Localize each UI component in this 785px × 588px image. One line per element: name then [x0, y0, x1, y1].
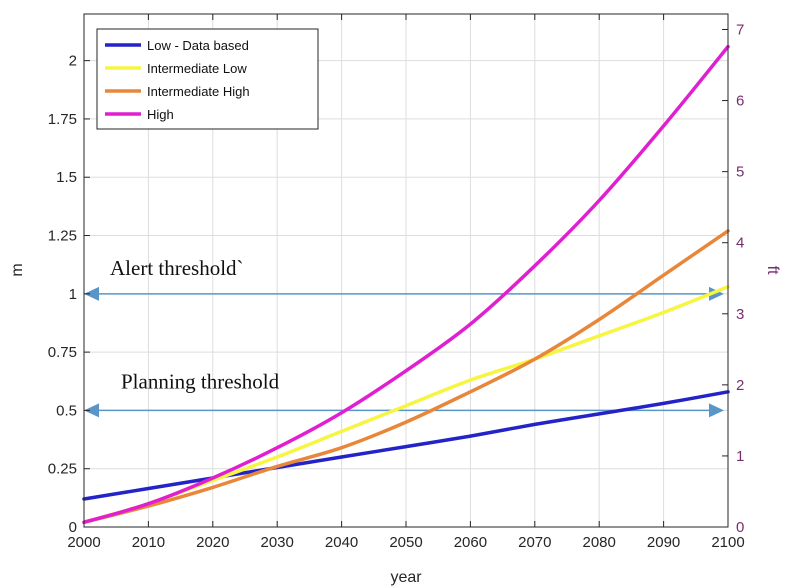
- legend: Low - Data based Intermediate Low Intermed…: [96, 28, 319, 130]
- x-tick-label: 2070: [518, 534, 551, 551]
- threshold-label: Alert threshold`: [110, 256, 244, 280]
- y-tick-label: 0.5: [56, 402, 77, 419]
- y-tick-label: 1.75: [48, 111, 77, 128]
- y-tick-label-right: 3: [736, 306, 744, 323]
- x-tick-label: 2040: [325, 534, 358, 551]
- x-tick-label: 2030: [261, 534, 294, 551]
- series-line-intermediate-high: [82, 229, 730, 525]
- y-tick-label-right: 7: [736, 21, 744, 38]
- y-tick-label-right: 2: [736, 377, 744, 394]
- y-tick-label: 1.5: [56, 169, 77, 186]
- x-tick-label: 2060: [454, 534, 487, 551]
- x-tick-label: 2010: [132, 534, 165, 551]
- series-line-low-data-based: [82, 390, 730, 501]
- threshold-arrows: Alert threshold` Planning threshold: [84, 256, 724, 418]
- y-tick-label: 1: [69, 286, 77, 303]
- y-tick-label-right: 1: [736, 448, 744, 465]
- series-lines: [82, 44, 730, 525]
- y-tick-label-right: 5: [736, 164, 744, 181]
- x-tick-label: 2080: [583, 534, 616, 551]
- x-tick-label: 2100: [711, 534, 744, 551]
- legend-entry: High: [147, 107, 174, 122]
- threshold-arrowhead-right: [709, 403, 724, 418]
- y-tick-label-right: 6: [736, 93, 744, 110]
- y-tick-label-right: 4: [736, 235, 744, 252]
- legend-entry: Low - Data based: [147, 38, 249, 53]
- series-line-high: [82, 44, 730, 525]
- x-tick-label: 2020: [196, 534, 229, 551]
- x-axis-label: year: [390, 569, 422, 586]
- axis-ticks: 2000 2010 2020 2030 2040 2050 2060 2070 2080 2090…: [48, 14, 745, 551]
- x-tick-label: 2090: [647, 534, 680, 551]
- y-tick-label: 2: [69, 53, 77, 70]
- threshold-arrowhead-left: [84, 286, 99, 301]
- y-tick-label-right: 0: [736, 519, 744, 536]
- y-axis-label: m: [9, 263, 26, 276]
- threshold-arrowhead-right: [709, 286, 724, 301]
- legend-entry: Intermediate Low: [147, 61, 247, 76]
- y-tick-label: 1.25: [48, 228, 77, 245]
- y-tick-label: 0.75: [48, 344, 77, 361]
- x-tick-label: 2050: [389, 534, 422, 551]
- threshold-label: Planning threshold: [121, 369, 280, 393]
- x-tick-label: 2000: [67, 534, 100, 551]
- y-tick-label: 0: [69, 519, 77, 536]
- y-axis-label-right: ft: [764, 266, 781, 275]
- y-tick-label: 0.25: [48, 461, 77, 478]
- threshold-arrowhead-left: [84, 403, 99, 418]
- legend-entry: Intermediate High: [147, 84, 250, 99]
